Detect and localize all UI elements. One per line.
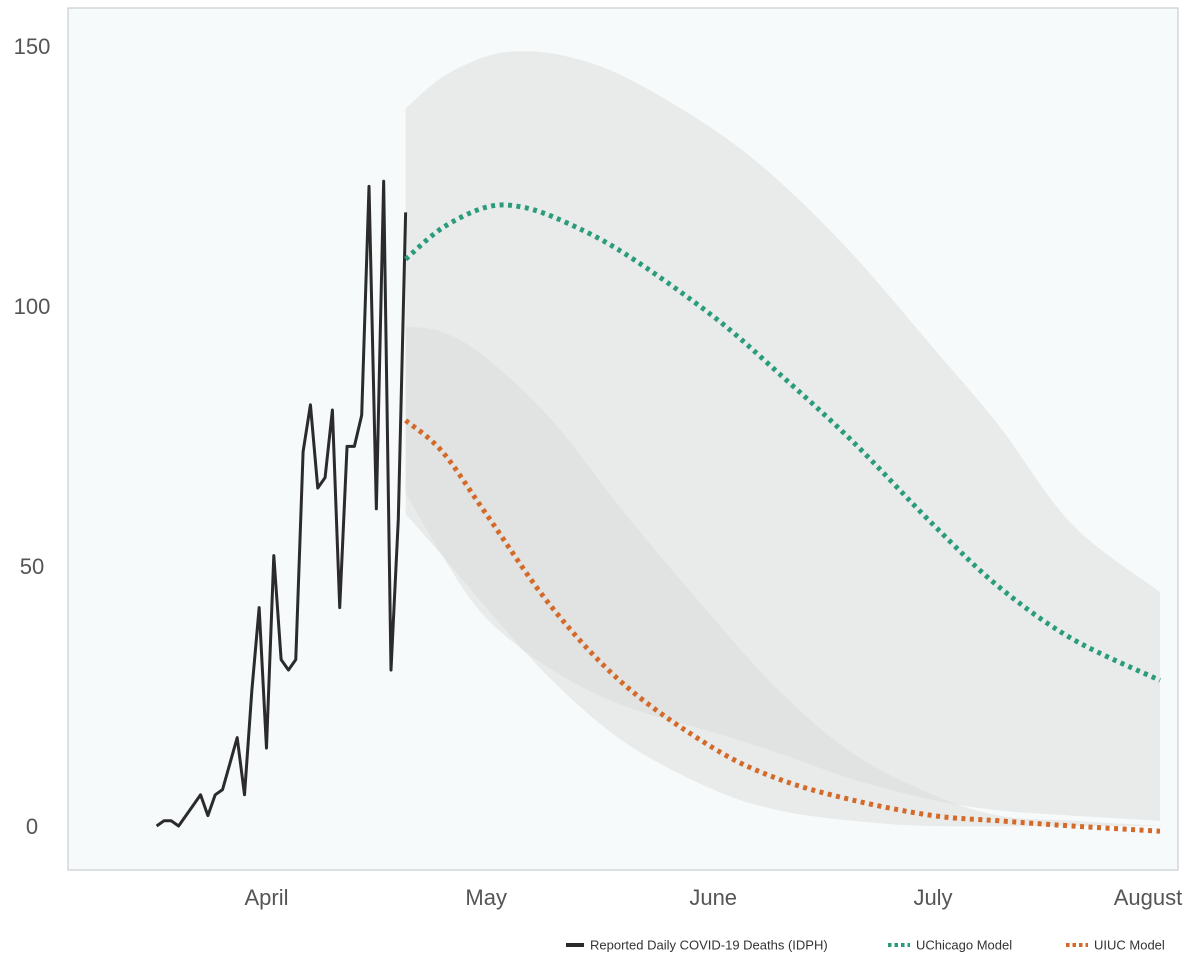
x-tick-label: April <box>244 885 288 910</box>
series-line-reported-daily-covid-19-deaths-idph- <box>155 179 408 828</box>
y-tick-label: 100 <box>14 294 51 319</box>
x-axis: April May June July August <box>244 885 1182 910</box>
legend-label-idph: Reported Daily COVID-19 Deaths (IDPH) <box>590 938 828 953</box>
legend-label-uiuc: UIUC Model <box>1094 938 1165 953</box>
band-uchicago-model <box>405 51 1160 821</box>
series-line-uiuc-model <box>404 418 1161 834</box>
x-tick-label: August <box>1114 885 1183 910</box>
y-tick-label: 50 <box>20 554 44 579</box>
y-tick-label: 0 <box>26 814 38 839</box>
x-tick-label: May <box>465 885 507 910</box>
plot-background <box>67 7 1179 871</box>
legend-label-uchicago: UChicago Model <box>916 938 1012 953</box>
legend-item-uchicago: UChicago Model <box>888 938 1012 953</box>
y-axis: 0 50 100 150 <box>14 34 51 839</box>
x-tick-label: June <box>689 885 737 910</box>
band-uiuc-model <box>405 326 1160 827</box>
legend-item-uiuc: UIUC Model <box>1066 938 1165 953</box>
legend-item-idph: Reported Daily COVID-19 Deaths (IDPH) <box>566 938 828 953</box>
x-tick-label: July <box>913 885 952 910</box>
series-line-uchicago-model <box>403 202 1162 683</box>
y-tick-label: 150 <box>14 34 51 59</box>
legend: Reported Daily COVID-19 Deaths (IDPH) UC… <box>566 938 1165 953</box>
series-lines <box>155 179 1162 834</box>
uncertainty-bands <box>405 51 1160 827</box>
